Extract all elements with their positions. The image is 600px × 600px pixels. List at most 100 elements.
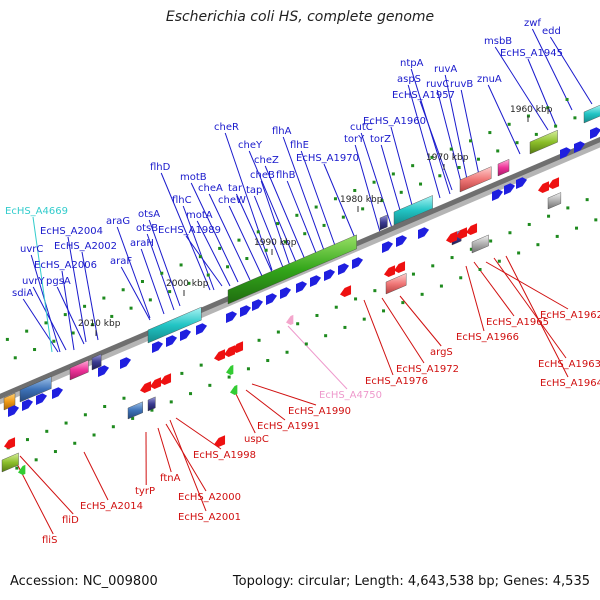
gene-label-EcHS_A2000[interactable]: EcHS_A2000 <box>178 492 241 503</box>
gene-label-araG[interactable]: araG <box>106 216 130 227</box>
gene-label-EcHS_A1957[interactable]: EcHS_A1957 <box>392 90 455 101</box>
gene-label-ruvB[interactable]: ruvB <box>450 79 473 90</box>
gene-label-EcHS_A2002[interactable]: EcHS_A2002 <box>54 241 117 252</box>
minor-tick <box>111 425 115 429</box>
minor-tick <box>206 273 210 277</box>
minor-tick <box>73 441 77 445</box>
minor-tick <box>44 321 48 325</box>
gene-block <box>583 104 600 124</box>
gene-label-cheB[interactable]: cheB <box>250 170 275 181</box>
gene-label-cutC[interactable]: cutC <box>350 122 373 133</box>
gene-label-tar[interactable]: tar <box>228 183 243 194</box>
gene-label-EcHS_A1962[interactable]: EcHS_A1962 <box>540 310 600 321</box>
minor-tick <box>103 404 107 408</box>
gene-label-znuA[interactable]: znuA <box>477 74 502 85</box>
gene-label-uvrY[interactable]: uvrY <box>22 276 45 287</box>
minor-tick <box>303 232 307 236</box>
leader-line <box>56 286 85 345</box>
gene-label-EcHS_A1998[interactable]: EcHS_A1998 <box>193 450 256 461</box>
gene-label-uvrC[interactable]: uvrC <box>20 244 43 255</box>
gene-label-EcHS_A2014[interactable]: EcHS_A2014 <box>80 501 143 512</box>
gene-label-argS[interactable]: argS <box>430 347 453 358</box>
gene-label-otsA[interactable]: otsA <box>138 209 160 220</box>
minor-tick <box>536 243 540 247</box>
gene-label-edd[interactable]: edd <box>542 26 561 37</box>
gene-label-ruvC[interactable]: ruvC <box>426 79 449 90</box>
reverse-gene-arrow <box>160 373 172 386</box>
gene-label-ruvA[interactable]: ruvA <box>434 64 457 75</box>
gene-label-flhB[interactable]: flhB <box>276 170 296 181</box>
ruler-tick-label: 1990 kbp <box>254 238 297 248</box>
leader-line <box>354 144 381 233</box>
gene-label-EcHS_A4750[interactable]: EcHS_A4750 <box>319 390 382 401</box>
gene-label-EcHS_A1989[interactable]: EcHS_A1989 <box>158 225 221 236</box>
gene-label-sdiA[interactable]: sdiA <box>12 288 33 299</box>
gene-label-EcHS_A2006[interactable]: EcHS_A2006 <box>34 260 97 271</box>
gene-label-uspC[interactable]: uspC <box>244 434 269 445</box>
gene-label-flhE[interactable]: flhE <box>290 140 309 151</box>
leader-line <box>245 389 286 421</box>
minor-tick <box>122 396 126 400</box>
leader-line <box>493 257 567 359</box>
gene-label-cheR[interactable]: cheR <box>214 122 239 133</box>
minor-tick <box>478 268 482 272</box>
forward-gene-arrow <box>396 235 408 247</box>
gene-label-fliS[interactable]: fliS <box>42 535 57 546</box>
leader-line <box>67 236 87 343</box>
gene-label-EcHS_A4669[interactable]: EcHS_A4669 <box>5 206 68 217</box>
gene-label-pgsA[interactable]: pgsA <box>46 276 71 287</box>
minor-tick <box>168 290 172 294</box>
gene-label-motB[interactable]: motB <box>180 172 207 183</box>
gene-label-EcHS_A1966[interactable]: EcHS_A1966 <box>456 332 519 343</box>
label-leader-lines <box>13 28 593 535</box>
leader-line <box>287 325 348 390</box>
leader-line <box>196 220 231 287</box>
accession-text: Accession: NC_009800 <box>10 574 158 589</box>
gene-label-zwf[interactable]: zwf <box>524 18 541 29</box>
gene-label-EcHS_A1972[interactable]: EcHS_A1972 <box>396 364 459 375</box>
minor-tick <box>304 342 308 346</box>
minor-tick <box>373 289 377 293</box>
gene-label-cheY[interactable]: cheY <box>238 140 263 151</box>
gene-label-msbB[interactable]: msbB <box>484 36 512 47</box>
gene-label-flhC[interactable]: flhC <box>172 195 192 206</box>
gene-label-ftnA[interactable]: ftnA <box>160 473 181 484</box>
gene-label-EcHS_A1970[interactable]: EcHS_A1970 <box>296 153 359 164</box>
gene-label-fliD[interactable]: fliD <box>62 515 79 526</box>
gene-label-cheA[interactable]: cheA <box>198 183 223 194</box>
forward-gene-arrow <box>492 189 504 201</box>
gene-label-otsB[interactable]: otsB <box>136 223 158 234</box>
gene-label-tap[interactable]: tap <box>246 185 262 196</box>
minor-tick <box>71 331 75 335</box>
gene-label-torY[interactable]: torY <box>344 134 365 145</box>
gene-label-EcHS_A1976[interactable]: EcHS_A1976 <box>365 376 428 387</box>
minor-tick <box>527 222 531 226</box>
gene-label-motA[interactable]: motA <box>186 210 213 221</box>
gene-label-araF[interactable]: araF <box>110 256 132 267</box>
gene-label-EcHS_A1945[interactable]: EcHS_A1945 <box>500 48 563 59</box>
gene-label-EcHS_A1965[interactable]: EcHS_A1965 <box>486 317 549 328</box>
gene-label-ntpA[interactable]: ntpA <box>400 58 424 69</box>
gene-block <box>69 359 89 381</box>
gene-label-EcHS_A2004[interactable]: EcHS_A2004 <box>40 226 103 237</box>
gene-label-tyrP[interactable]: tyrP <box>135 486 155 497</box>
gene-label-flhA[interactable]: flhA <box>272 126 292 137</box>
minor-tick <box>218 246 222 250</box>
gene-label-EcHS_A1964[interactable]: EcHS_A1964 <box>540 378 600 389</box>
leader-line <box>235 193 273 273</box>
leader-line <box>248 150 297 263</box>
gene-label-torZ[interactable]: torZ <box>370 134 391 145</box>
gene-label-cheZ[interactable]: cheZ <box>254 155 279 166</box>
gene-label-EcHS_A2001[interactable]: EcHS_A2001 <box>178 512 241 523</box>
gene-label-cheW[interactable]: cheW <box>218 195 246 206</box>
gene-label-EcHS_A1960[interactable]: EcHS_A1960 <box>363 116 426 127</box>
minor-tick <box>83 413 87 417</box>
gene-label-EcHS_A1990[interactable]: EcHS_A1990 <box>288 406 351 417</box>
minor-tick <box>517 251 521 255</box>
gene-label-aspS[interactable]: aspS <box>397 74 421 85</box>
gene-label-EcHS_A1991[interactable]: EcHS_A1991 <box>257 421 320 432</box>
gene-label-araH[interactable]: araH <box>130 238 154 249</box>
gene-label-flhD[interactable]: flhD <box>150 162 171 173</box>
gene-label-EcHS_A1963[interactable]: EcHS_A1963 <box>538 359 600 370</box>
